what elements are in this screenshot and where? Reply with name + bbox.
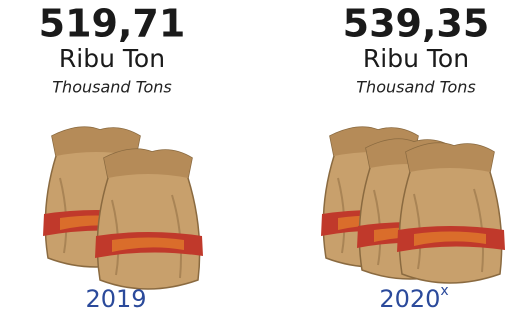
year: 2020x [379,283,448,313]
note-mark: x [440,283,448,299]
sack-icon [397,143,505,283]
value: 519,71 [39,2,186,46]
year: 2019 [85,285,146,313]
year-text: 2020 [379,285,440,313]
infographic: 519,71 Ribu Ton Thousand Tons 2019 539,3… [0,0,522,318]
unit-english: Thousand Tons [52,78,171,97]
value: 539,35 [343,2,490,46]
sack-icon [95,149,203,289]
item-2019: 519,71 Ribu Ton Thousand Tons 2019 [39,2,203,314]
unit-english: Thousand Tons [356,78,475,97]
unit: Ribu Ton [363,44,469,73]
item-2020: 539,35 Ribu Ton Thousand Tons 2020x [321,2,505,314]
unit: Ribu Ton [59,44,165,73]
